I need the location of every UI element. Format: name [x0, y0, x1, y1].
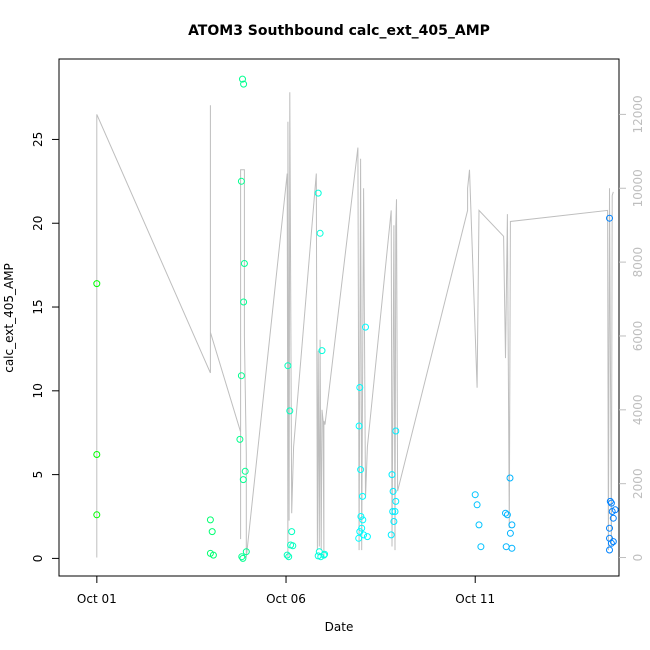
data-point — [607, 499, 615, 507]
x-tick-label: Oct 06 — [266, 592, 306, 606]
data-point — [208, 528, 216, 536]
data-point — [389, 487, 397, 495]
data-point — [284, 362, 292, 370]
data-point — [283, 551, 291, 559]
data-point — [240, 260, 248, 267]
data-point — [357, 513, 365, 520]
right-tick-label: 12000 — [631, 95, 645, 133]
right-tick-label: 6000 — [631, 321, 645, 352]
data-point — [358, 524, 366, 532]
y-tick-label: 15 — [31, 299, 45, 314]
right-tick-label: 2000 — [631, 468, 645, 499]
y-tick-label: 10 — [31, 383, 45, 398]
right-axis: 0 2000 4000 6000 8000 10000 12000 — [619, 95, 645, 561]
data-point — [360, 531, 368, 539]
data-point — [314, 189, 322, 197]
y-tick-label: 5 — [31, 471, 45, 479]
data-point — [241, 467, 249, 475]
data-point — [240, 80, 248, 88]
data-point — [502, 543, 510, 551]
data-point — [606, 214, 613, 222]
data-point — [356, 384, 364, 391]
data-point — [236, 435, 244, 443]
data-point — [239, 554, 247, 562]
data-point — [209, 551, 217, 559]
x-axis-label: Date — [325, 620, 354, 634]
data-point — [206, 516, 214, 524]
data-point — [606, 546, 613, 554]
data-point — [392, 427, 400, 435]
right-tick-label: 0 — [631, 554, 645, 562]
data-point — [606, 524, 613, 532]
y-axis: 0 5 10 15 20 25 — [31, 132, 59, 562]
plot-frame — [58, 58, 620, 577]
data-point — [388, 471, 396, 479]
data-point — [242, 548, 250, 556]
data-point — [93, 451, 101, 458]
data-point — [237, 177, 245, 185]
data-point — [506, 474, 514, 482]
data-point — [321, 550, 329, 558]
data-point — [506, 529, 514, 537]
data-point — [238, 553, 246, 561]
data-point — [608, 508, 616, 515]
data-point — [606, 497, 614, 505]
data-point — [392, 497, 400, 505]
data-point — [288, 528, 296, 536]
data-point — [355, 534, 363, 542]
x-tick-label: Oct 01 — [77, 592, 117, 606]
y-tick-label: 20 — [31, 216, 45, 231]
data-point — [239, 476, 247, 484]
data-point — [503, 511, 511, 519]
right-tick-label: 4000 — [631, 395, 645, 426]
data-point — [477, 543, 485, 551]
data-point — [390, 518, 398, 525]
data-point — [93, 280, 101, 288]
data-point — [473, 501, 481, 509]
data-point — [240, 298, 248, 306]
data-point — [391, 508, 399, 515]
data-point — [363, 533, 371, 541]
data-point — [318, 347, 326, 355]
grey-line-series — [96, 92, 614, 558]
data-point — [475, 521, 483, 529]
data-point — [387, 531, 395, 539]
data-point — [359, 492, 366, 500]
data-point — [359, 516, 367, 524]
y-tick-label: 0 — [31, 555, 45, 563]
data-point — [471, 491, 479, 499]
data-point — [609, 538, 617, 546]
data-point — [286, 407, 294, 415]
data-point — [239, 75, 246, 83]
right-tick-label: 8000 — [631, 247, 645, 278]
x-axis: Oct 01 Oct 06 Oct 11 — [77, 576, 495, 606]
data-point — [389, 508, 397, 515]
y-tick-label: 25 — [31, 132, 45, 147]
data-point — [285, 553, 293, 561]
x-tick-label: Oct 11 — [455, 592, 495, 606]
data-point — [362, 323, 369, 331]
data-point — [502, 509, 509, 517]
grey-line — [96, 92, 614, 558]
y-axis-label: calc_ext_405_AMP — [2, 263, 16, 373]
right-tick-label: 10000 — [631, 169, 645, 207]
data-point — [289, 542, 297, 550]
data-point — [607, 539, 615, 547]
data-point — [93, 511, 101, 519]
point-series — [93, 75, 619, 562]
data-point — [609, 514, 617, 522]
data-point — [355, 422, 363, 430]
data-point — [237, 372, 245, 380]
chart-title: ATOM3 Southbound calc_ext_405_AMP — [188, 23, 490, 39]
data-point — [357, 466, 365, 474]
data-point — [320, 551, 328, 559]
data-point — [508, 544, 516, 552]
data-point — [316, 229, 324, 237]
data-point — [508, 521, 516, 529]
